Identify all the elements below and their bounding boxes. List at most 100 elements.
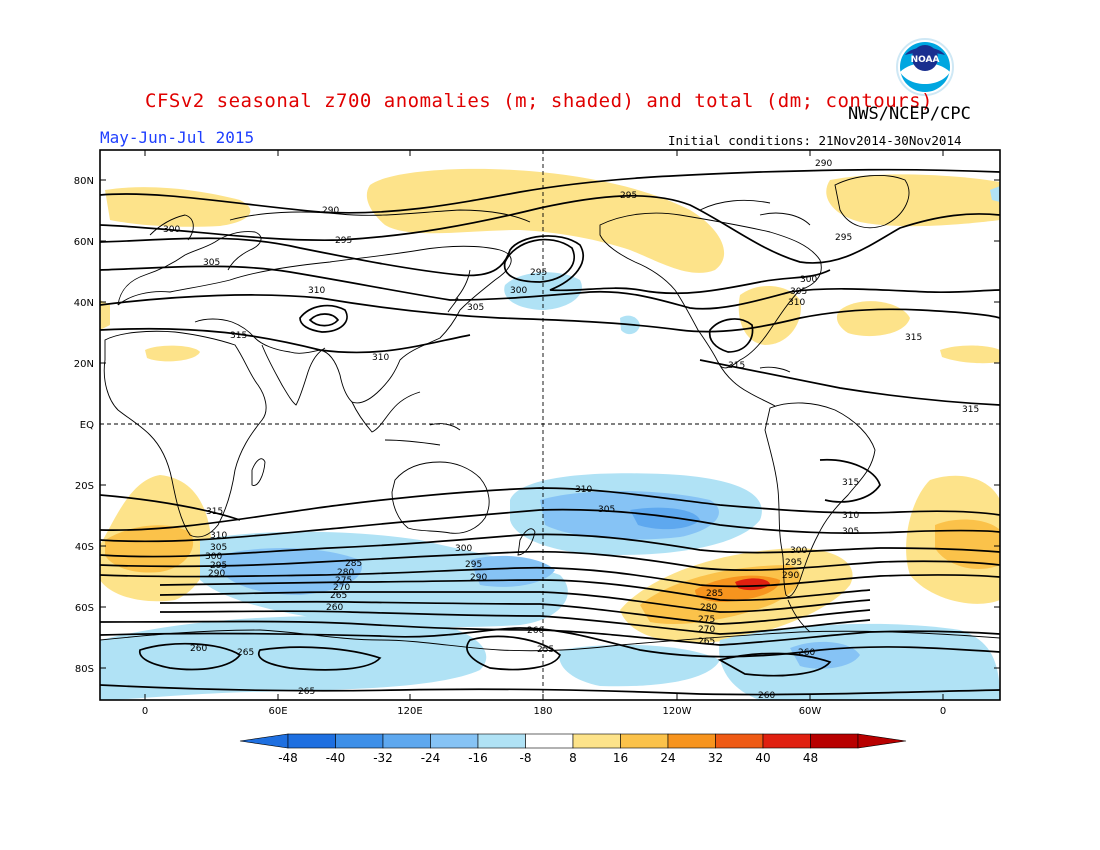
contour-310-south bbox=[100, 487, 1000, 532]
colorbar-swatch bbox=[572, 733, 621, 749]
colorbar-arrow-right bbox=[857, 733, 907, 749]
contour-low-pacific bbox=[503, 238, 575, 283]
coastline-africa bbox=[103, 330, 267, 538]
contour-label: 265 bbox=[330, 591, 347, 601]
contour-low-north-america bbox=[708, 318, 754, 353]
contour-label: 290 bbox=[815, 159, 832, 169]
contour-label: 295 bbox=[620, 191, 637, 201]
contour-label: 275 bbox=[335, 576, 352, 586]
contour-label: 265 bbox=[298, 687, 315, 697]
contour-label: 285 bbox=[345, 559, 362, 569]
colorbar-swatch bbox=[382, 733, 431, 749]
contour-315-north bbox=[100, 327, 1000, 406]
contour-310-north bbox=[100, 294, 1000, 333]
contour-label: 305 bbox=[790, 287, 807, 297]
contour-tibet bbox=[299, 304, 348, 333]
colorbar-swatch bbox=[430, 733, 479, 749]
colorbar-label: 32 bbox=[708, 751, 723, 765]
colorbar-swatch bbox=[810, 733, 859, 749]
coastline-caribbean bbox=[759, 366, 791, 373]
contour-label: 310 bbox=[210, 531, 227, 541]
contour-label: 300 bbox=[800, 275, 817, 285]
positive-anomaly-region bbox=[105, 187, 251, 227]
contour-label: 295 bbox=[210, 561, 227, 571]
positive-anomaly-region bbox=[366, 168, 725, 273]
contour-label: 260 bbox=[527, 626, 544, 636]
contour-value-labels: 290 290 295 295 295 295 300 300 300 305 … bbox=[163, 159, 979, 701]
colorbar: -48 -40 -32 -24 -16 -8 8 16 24 32 40 48 bbox=[239, 733, 907, 765]
contour-label: 300 bbox=[205, 552, 222, 562]
positive-anomaly-region bbox=[105, 525, 194, 573]
coastline-eurasia bbox=[117, 245, 512, 404]
colorbar-swatch bbox=[525, 733, 574, 749]
contour-295-south bbox=[100, 550, 1000, 571]
colorbar-label: 8 bbox=[569, 751, 577, 765]
lon-tick-label: 120W bbox=[663, 706, 692, 717]
lon-tick-label: 0 bbox=[940, 706, 946, 717]
contour-290-north bbox=[100, 168, 1000, 214]
negative-anomaly-region bbox=[559, 644, 720, 687]
contour-label: 290 bbox=[782, 571, 799, 581]
contour-label: 300 bbox=[163, 225, 180, 235]
colorbar-swatch bbox=[335, 733, 384, 749]
contour-label: 315 bbox=[206, 507, 223, 517]
contour-260-antarctic bbox=[139, 642, 242, 671]
contour-270-south bbox=[159, 610, 871, 635]
lon-tick-label: 60E bbox=[268, 706, 287, 717]
lat-tick-label: 20S bbox=[75, 481, 94, 492]
contour-label: 295 bbox=[335, 236, 352, 246]
coastline-antarctica bbox=[100, 629, 1000, 652]
coastline-arctic-canada bbox=[699, 199, 811, 226]
contour-305-south bbox=[100, 508, 1000, 543]
colorbar-swatch bbox=[715, 733, 764, 749]
coastline-india bbox=[261, 344, 326, 406]
coastline-australia bbox=[391, 461, 490, 534]
contour-label: 315 bbox=[842, 478, 859, 488]
contour-label: 300 bbox=[510, 286, 527, 296]
contour-275-south bbox=[159, 600, 871, 625]
latitude-axis: 80N 60N 40N 20N EQ 20S 40S 60S 80S bbox=[74, 176, 1000, 675]
contour-label: 305 bbox=[598, 505, 615, 515]
colorbar-label: -32 bbox=[373, 751, 393, 765]
contour-260-antarctic-east bbox=[717, 652, 832, 677]
lat-tick-label: 60S bbox=[75, 603, 94, 614]
coastlines bbox=[100, 175, 1000, 652]
lat-tick-label: 80S bbox=[75, 664, 94, 675]
contour-label: 310 bbox=[575, 485, 592, 495]
colorbar-swatch bbox=[762, 733, 811, 749]
contour-315-south bbox=[100, 458, 881, 521]
coastline-se-asia bbox=[351, 391, 421, 433]
contour-265-antarctic-lower bbox=[100, 684, 1000, 696]
contour-label: 315 bbox=[905, 333, 922, 343]
contour-label: 310 bbox=[788, 298, 805, 308]
noaa-logo: NOAA bbox=[896, 38, 954, 96]
positive-anomaly-region bbox=[935, 519, 1000, 569]
contour-label: 290 bbox=[322, 206, 339, 216]
contour-label: 290 bbox=[208, 569, 225, 579]
contour-260-south bbox=[100, 627, 1000, 658]
positive-anomaly-region bbox=[735, 578, 770, 591]
contour-label: 295 bbox=[835, 233, 852, 243]
contour-label: 310 bbox=[372, 353, 389, 363]
colorbar-swatch bbox=[620, 733, 669, 749]
lat-tick-label: 40S bbox=[75, 542, 94, 553]
colorbar-label: 40 bbox=[755, 751, 770, 765]
positive-anomaly-region bbox=[940, 345, 1000, 364]
contour-255-antarctic bbox=[466, 635, 562, 671]
contour-label: 265 bbox=[237, 648, 254, 658]
positive-anomaly-region bbox=[826, 174, 1000, 227]
contour-label: 295 bbox=[465, 560, 482, 570]
contour-label: 300 bbox=[455, 544, 472, 554]
contour-label: 305 bbox=[842, 527, 859, 537]
noaa-logo-text: NOAA bbox=[911, 55, 940, 65]
negative-anomaly-region bbox=[470, 555, 555, 587]
colorbar-arrow-left bbox=[239, 733, 289, 749]
coastline-indonesia bbox=[384, 423, 461, 446]
coastline-new-zealand bbox=[517, 528, 536, 556]
coastline-central-america bbox=[717, 361, 776, 407]
colorbar-label: 48 bbox=[803, 751, 818, 765]
contour-label: 305 bbox=[203, 258, 220, 268]
lat-tick-label: 40N bbox=[74, 298, 94, 309]
contour-label: 260 bbox=[798, 648, 815, 658]
